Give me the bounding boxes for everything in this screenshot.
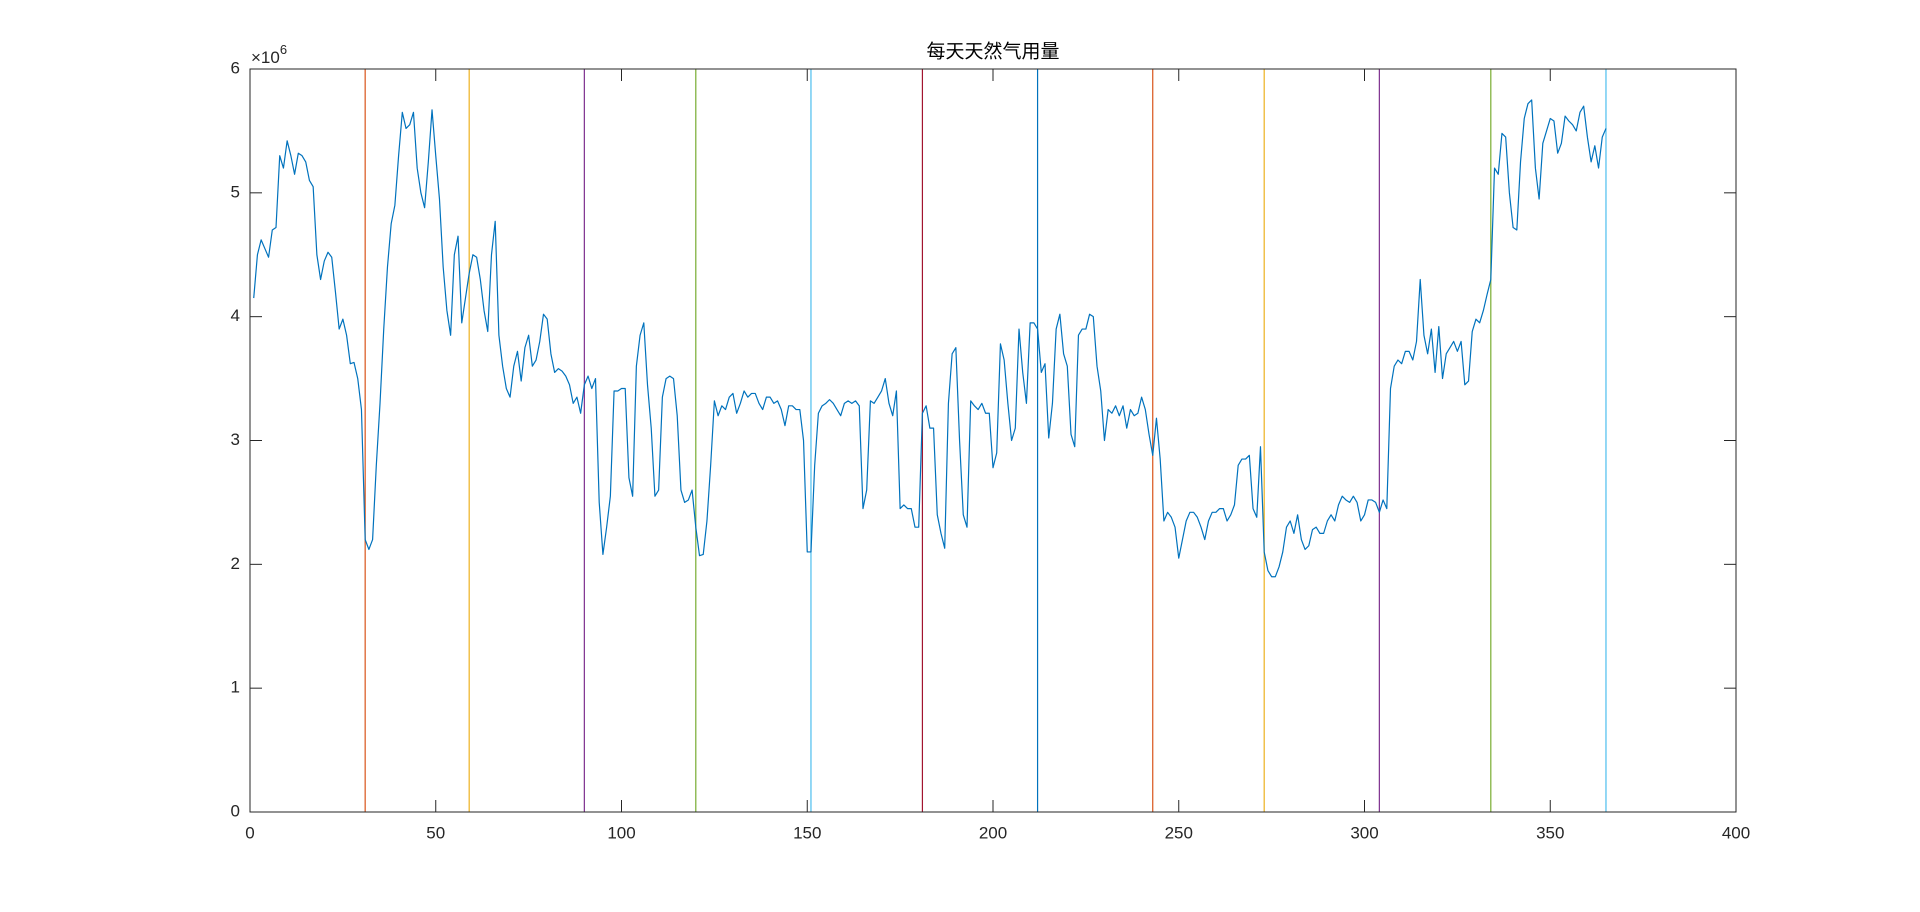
x-tick-label: 250 xyxy=(1165,823,1193,842)
y-tick-label: 2 xyxy=(231,554,240,573)
x-tick-label: 350 xyxy=(1536,823,1564,842)
chart-title: 每天天然气用量 xyxy=(926,41,1059,63)
y-multiplier-exponent: 6 xyxy=(280,42,287,57)
x-tick-label: 300 xyxy=(1350,823,1378,842)
data-line xyxy=(253,99,1607,578)
y-tick-label: 0 xyxy=(231,801,240,820)
x-tick-label: 100 xyxy=(607,823,635,842)
y-tick-label: 4 xyxy=(231,306,240,325)
plot-area xyxy=(249,68,1737,813)
y-tick-label: 5 xyxy=(231,182,240,201)
x-tick-label: 400 xyxy=(1722,823,1750,842)
x-tick-label: 0 xyxy=(245,823,254,842)
y-tick-label: 6 xyxy=(231,58,240,77)
y-tick-label: 3 xyxy=(231,430,240,449)
y-multiplier-base: ×10 xyxy=(251,48,280,67)
y-multiplier: ×106 xyxy=(251,42,287,67)
x-tick-label: 50 xyxy=(426,823,445,842)
x-tick-label: 200 xyxy=(979,823,1007,842)
x-tick-label: 150 xyxy=(793,823,821,842)
y-tick-label: 1 xyxy=(231,678,240,697)
